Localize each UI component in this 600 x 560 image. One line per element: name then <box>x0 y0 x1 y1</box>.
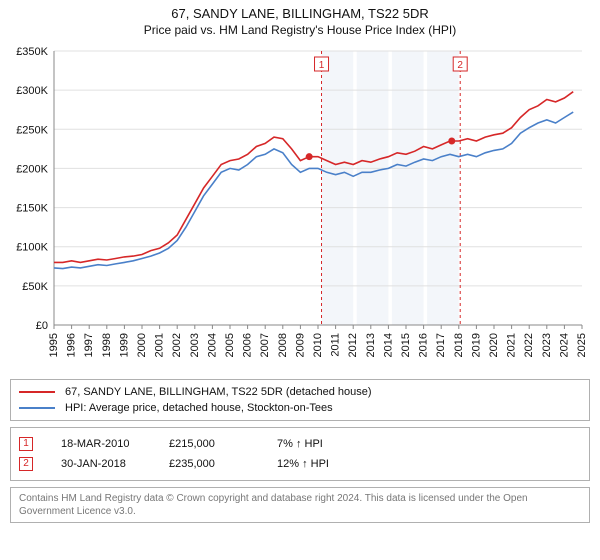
event-delta: 12% ↑ HPI <box>277 454 357 474</box>
x-tick-label: 2005 <box>224 333 236 357</box>
x-tick-label: 2006 <box>242 333 254 357</box>
event-marker-num: 1 <box>319 60 325 71</box>
legend-label: 67, SANDY LANE, BILLINGHAM, TS22 5DR (de… <box>65 384 372 400</box>
x-tick-label: 2017 <box>435 333 447 357</box>
series-line <box>54 92 573 263</box>
legend-item: HPI: Average price, detached house, Stoc… <box>19 400 581 416</box>
x-tick-label: 2015 <box>400 333 412 357</box>
x-tick-label: 1995 <box>48 333 60 357</box>
event-num-box: 2 <box>19 457 33 471</box>
x-tick-label: 2003 <box>189 333 201 357</box>
event-date: 18-MAR-2010 <box>61 434 141 454</box>
legend-swatch <box>19 391 55 393</box>
sale-marker <box>306 153 313 160</box>
y-tick-label: £350K <box>16 46 48 58</box>
x-tick-label: 2011 <box>330 333 342 357</box>
x-tick-label: 2019 <box>470 333 482 357</box>
x-tick-label: 2013 <box>365 333 377 357</box>
x-tick-label: 2024 <box>558 333 570 357</box>
legend-label: HPI: Average price, detached house, Stoc… <box>65 400 333 416</box>
x-tick-label: 2014 <box>382 333 394 357</box>
sale-marker <box>448 138 455 145</box>
y-tick-label: £50K <box>22 281 48 293</box>
x-tick-label: 2004 <box>206 333 218 357</box>
x-tick-label: 1996 <box>66 333 78 357</box>
chart-container: £0 £50K £100K £150K £200K £250K £300K £350K 1995… <box>10 43 590 373</box>
y-tick-label: £300K <box>16 85 48 97</box>
x-tick-label: 2023 <box>541 333 553 357</box>
x-tick-label: 2021 <box>506 333 518 357</box>
shade-band <box>392 51 424 325</box>
event-num-box: 1 <box>19 437 33 451</box>
x-tick-label: 2000 <box>136 333 148 357</box>
x-tick-label: 2018 <box>453 333 465 357</box>
legend-item: 67, SANDY LANE, BILLINGHAM, TS22 5DR (de… <box>19 384 581 400</box>
shade-band <box>322 51 354 325</box>
x-tick-label: 1997 <box>83 333 95 357</box>
legend: 67, SANDY LANE, BILLINGHAM, TS22 5DR (de… <box>10 379 590 421</box>
x-tick-label: 2012 <box>347 333 359 357</box>
credits: Contains HM Land Registry data © Crown c… <box>10 487 590 523</box>
event-row: 1 18-MAR-2010 £215,000 7% ↑ HPI <box>19 434 581 454</box>
page-subtitle: Price paid vs. HM Land Registry's House … <box>0 23 600 37</box>
event-price: £215,000 <box>169 434 249 454</box>
page-title: 67, SANDY LANE, BILLINGHAM, TS22 5DR <box>0 6 600 21</box>
x-tick-label: 1999 <box>118 333 130 357</box>
x-tick-label: 2022 <box>523 333 535 357</box>
x-tick-label: 2008 <box>277 333 289 357</box>
y-tick-label: £0 <box>36 320 48 332</box>
x-tick-label: 2007 <box>259 333 271 357</box>
event-marker-num: 2 <box>457 60 463 71</box>
x-tick-label: 2020 <box>488 333 500 357</box>
event-row: 2 30-JAN-2018 £235,000 12% ↑ HPI <box>19 454 581 474</box>
x-tick-label: 2009 <box>294 333 306 357</box>
x-tick-label: 1998 <box>101 333 113 357</box>
events-table: 1 18-MAR-2010 £215,000 7% ↑ HPI 2 30-JAN-2018… <box>10 427 590 481</box>
event-date: 30-JAN-2018 <box>61 454 141 474</box>
x-tick-label: 2002 <box>171 333 183 357</box>
x-tick-label: 2010 <box>312 333 324 357</box>
shade-band <box>357 51 389 325</box>
legend-swatch <box>19 407 55 409</box>
y-tick-label: £100K <box>16 242 48 254</box>
x-tick-label: 2001 <box>154 333 166 357</box>
shade-band <box>427 51 459 325</box>
event-price: £235,000 <box>169 454 249 474</box>
y-tick-label: £150K <box>16 203 48 215</box>
series-line <box>54 112 573 269</box>
line-chart: £0 £50K £100K £150K £200K £250K £300K £350K 1995… <box>10 43 590 373</box>
event-delta: 7% ↑ HPI <box>277 434 357 454</box>
y-tick-label: £250K <box>16 124 48 136</box>
x-tick-label: 2016 <box>418 333 430 357</box>
x-tick-label: 2025 <box>576 333 588 357</box>
y-tick-label: £200K <box>16 163 48 175</box>
